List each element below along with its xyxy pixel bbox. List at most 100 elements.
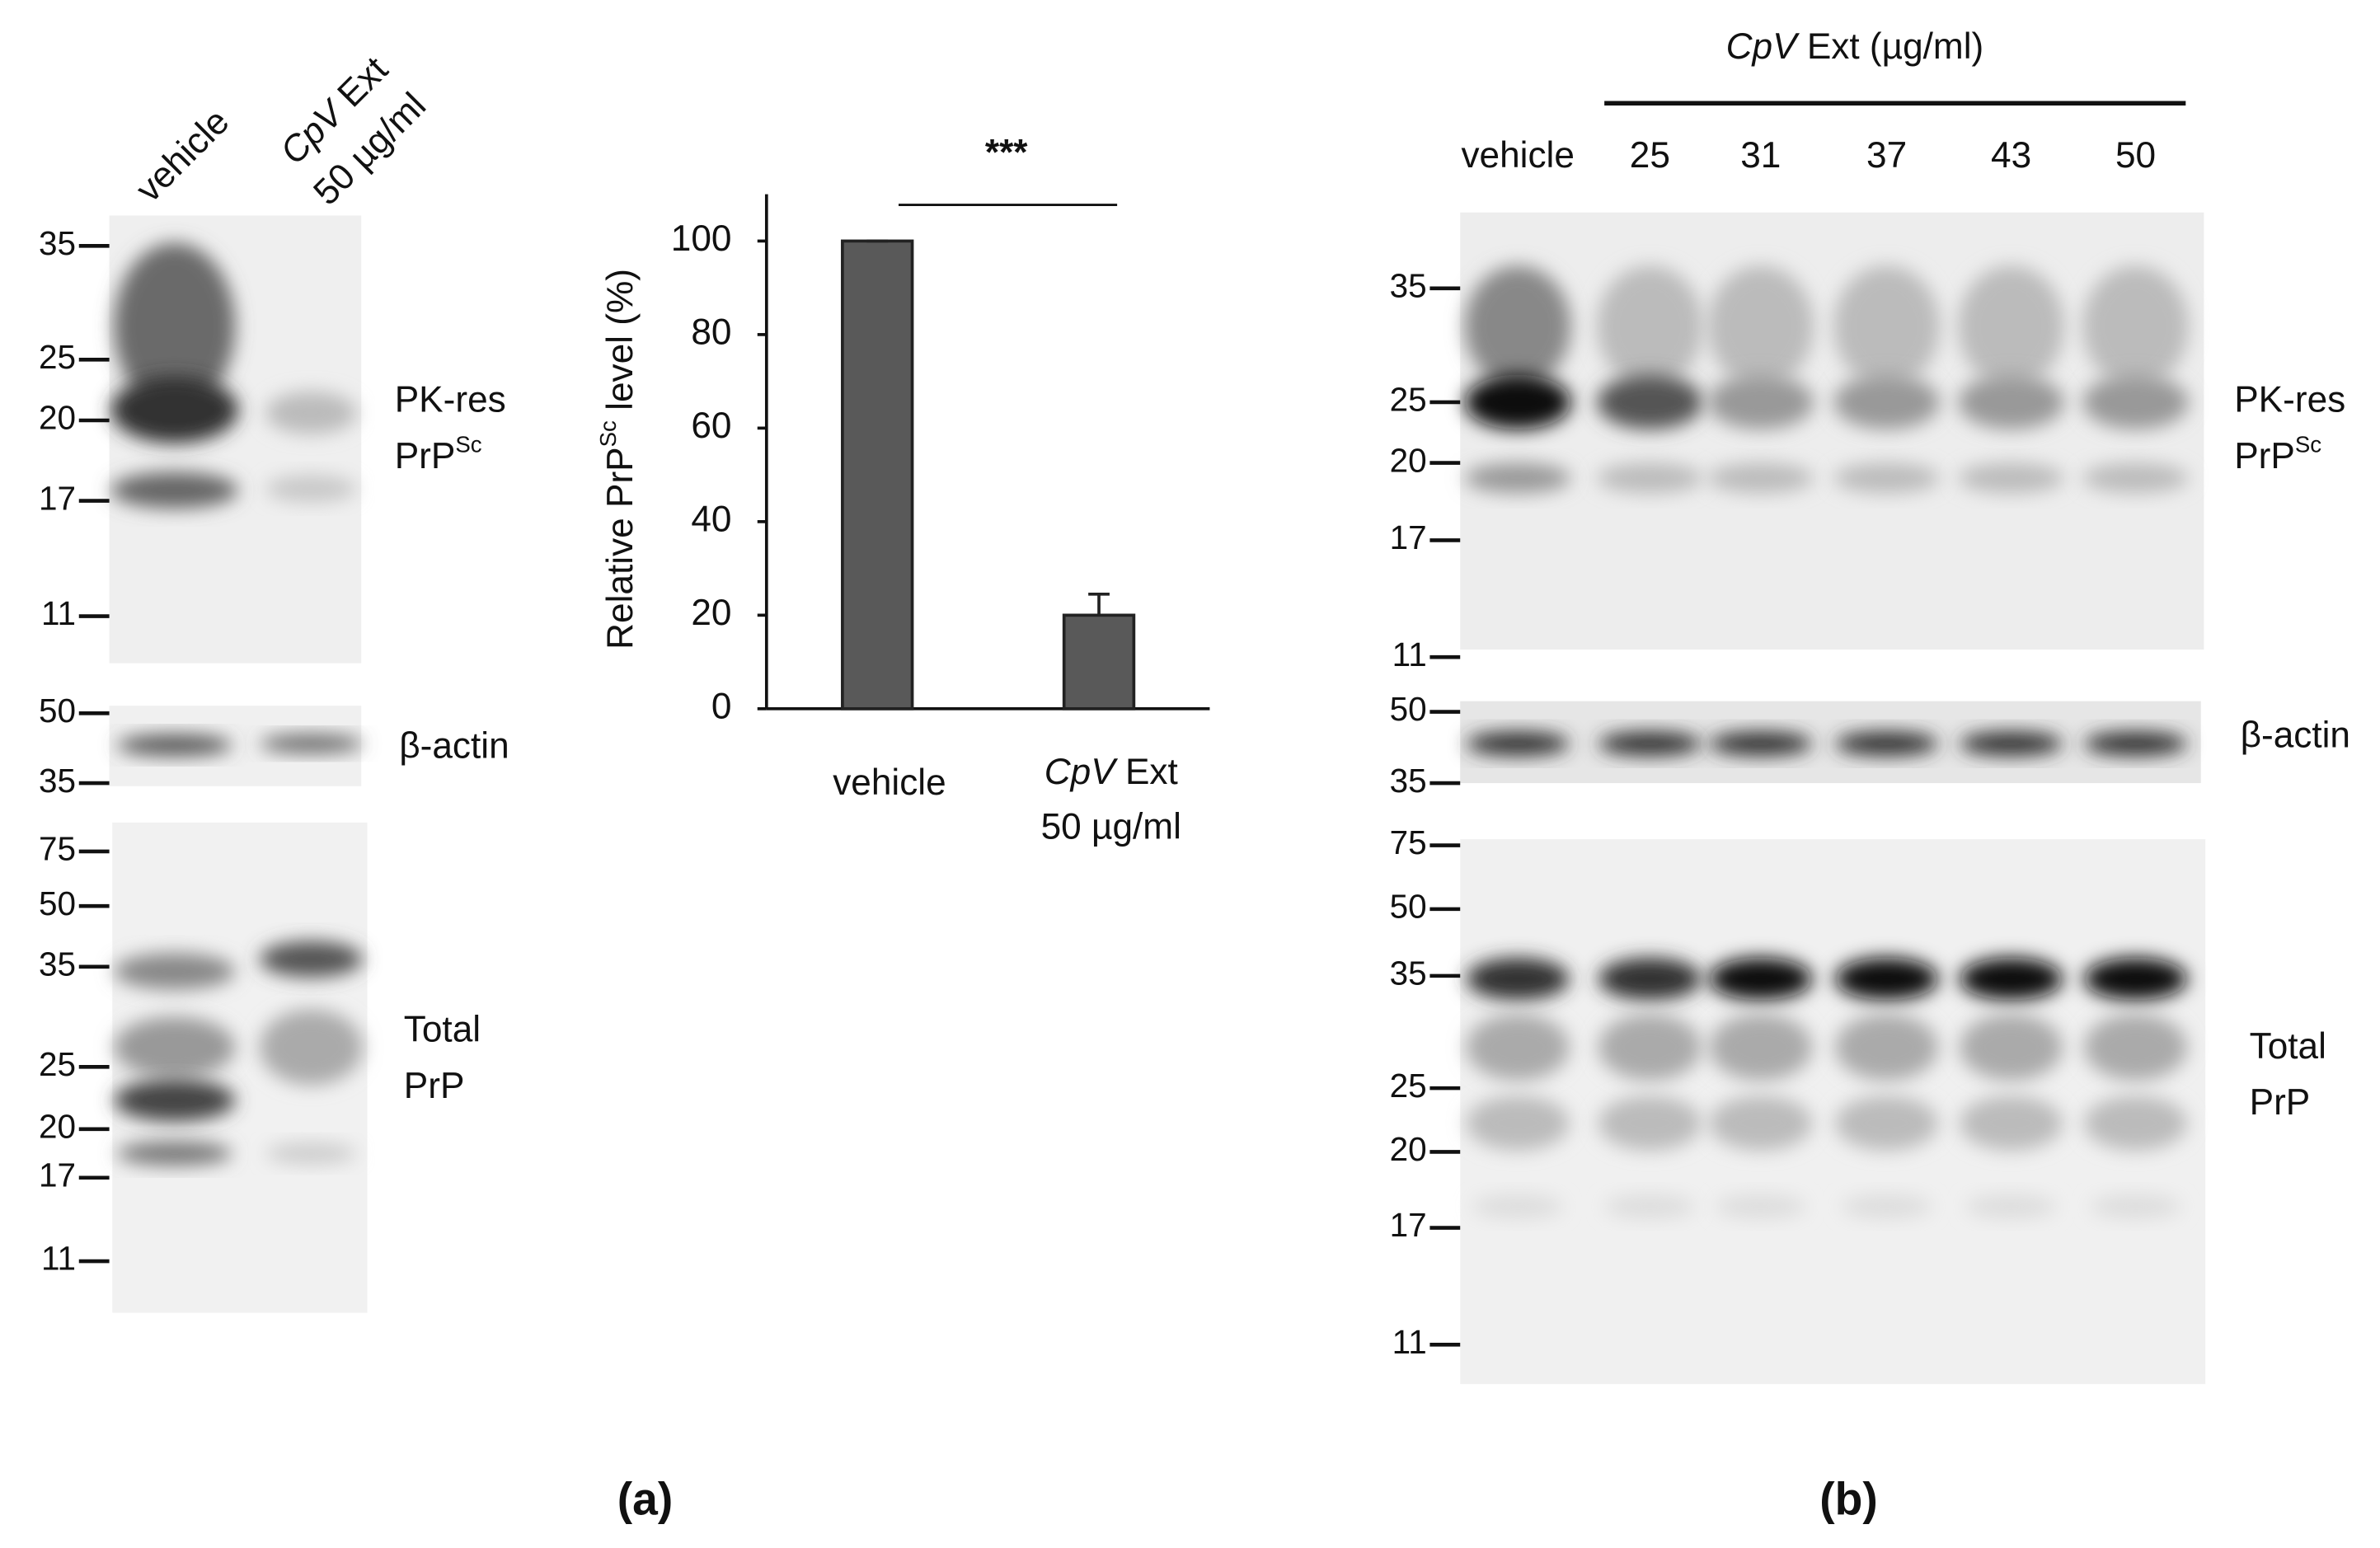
band (1833, 265, 1941, 387)
band (114, 1016, 236, 1078)
y-tick-label: 60 (691, 406, 731, 446)
blot-images (109, 212, 2206, 1385)
marker-label: 35 (39, 224, 76, 262)
lane-label: 37 (1866, 135, 1907, 176)
marker-label: 17 (1390, 518, 1427, 556)
band (1958, 462, 2065, 494)
text-part: PrP (395, 436, 456, 476)
text-part: Sc (2295, 432, 2321, 457)
y-tick-label: 80 (691, 312, 731, 353)
band (1835, 1095, 1939, 1151)
panel-caption: (b) (1819, 1473, 1878, 1524)
marker-label: 20 (1390, 441, 1427, 479)
band-label: PrP (2250, 1082, 2311, 1123)
band-label: β-actin (2241, 715, 2350, 755)
band (2082, 374, 2189, 430)
marker-label: 35 (39, 945, 76, 983)
blot (1460, 839, 2206, 1385)
marker-label: 17 (1390, 1206, 1427, 1244)
band (114, 953, 236, 990)
band (1958, 374, 2065, 430)
band (265, 392, 357, 434)
band (2083, 1095, 2188, 1151)
band-label: Total (404, 1010, 481, 1050)
marker-label: 50 (39, 692, 76, 729)
lane-label: 50 (2115, 135, 2156, 176)
text-part: level (%) (600, 269, 641, 420)
y-tick-label: 0 (711, 687, 732, 727)
panel-caption: (a) (617, 1473, 674, 1524)
band (1466, 1013, 1570, 1081)
text-part: Relative PrP (600, 447, 641, 650)
text-part: PrP (2234, 436, 2295, 476)
marker-label: 35 (39, 762, 76, 800)
x-tick-label: vehicle (833, 762, 946, 803)
band (114, 1079, 236, 1122)
band (116, 1141, 232, 1166)
band (259, 1009, 364, 1086)
lane-label: 43 (1991, 135, 2031, 176)
marker-label: 35 (1390, 267, 1427, 305)
marker-label: 50 (39, 884, 76, 922)
marker-label: 25 (39, 338, 76, 376)
band (1598, 1095, 1702, 1151)
band (1833, 374, 1941, 430)
band (1596, 462, 1703, 494)
band (1841, 1194, 1932, 1219)
band (1466, 1095, 1570, 1151)
band (2083, 1013, 2188, 1081)
band (1715, 1194, 1807, 1219)
text-part: Ext (1115, 752, 1178, 792)
band (1709, 731, 1813, 756)
band (1833, 462, 1941, 494)
band (1709, 1013, 1813, 1081)
band (1598, 731, 1702, 756)
band (1835, 957, 1939, 1001)
blot (1460, 701, 2201, 784)
lane-label: vehicle (129, 101, 237, 210)
x-tick-label: CpV Ext (1044, 752, 1178, 792)
lane-label: 31 (1740, 135, 1781, 176)
blot (1460, 212, 2204, 650)
band (2082, 462, 2189, 494)
band (1598, 1013, 1702, 1081)
marker-label: 11 (1392, 636, 1427, 673)
band (1598, 957, 1702, 1001)
band-label: PK-res (2234, 380, 2345, 420)
column-header: CpV Ext (µg/ml) (1726, 26, 1984, 67)
marker-label: 35 (1390, 762, 1427, 800)
band (2090, 1194, 2181, 1219)
band (110, 471, 239, 509)
text-part: CpV (1044, 752, 1118, 792)
band (1466, 957, 1570, 1001)
band-label: PrPSc (395, 432, 482, 476)
band (2083, 731, 2188, 756)
marker-label: 75 (39, 830, 76, 868)
band (114, 242, 236, 410)
text-part: 50 µg/ml (1041, 806, 1181, 847)
band (1472, 1194, 1564, 1219)
band (1959, 731, 2063, 756)
band (1707, 462, 1814, 494)
marker-label: 20 (1390, 1130, 1427, 1168)
band (116, 734, 232, 756)
lane-label: vehicle (1461, 135, 1575, 176)
band (1707, 374, 1814, 430)
x-tick-label: 50 µg/ml (1041, 806, 1181, 847)
marker-label: 25 (39, 1045, 76, 1083)
text-part: Sc (455, 432, 481, 457)
marker-label: 20 (39, 1108, 76, 1146)
marker-label: 50 (1390, 690, 1427, 728)
band (265, 1142, 357, 1165)
band (1958, 265, 2065, 387)
band (1835, 731, 1939, 756)
band (1835, 1013, 1939, 1081)
marker-label: 11 (41, 1240, 76, 1278)
marker-label: 25 (1390, 1067, 1427, 1105)
band-label: PrPSc (2234, 432, 2321, 476)
marker-label: 11 (41, 594, 76, 632)
marker-label: 50 (1390, 888, 1427, 926)
band (265, 475, 357, 503)
